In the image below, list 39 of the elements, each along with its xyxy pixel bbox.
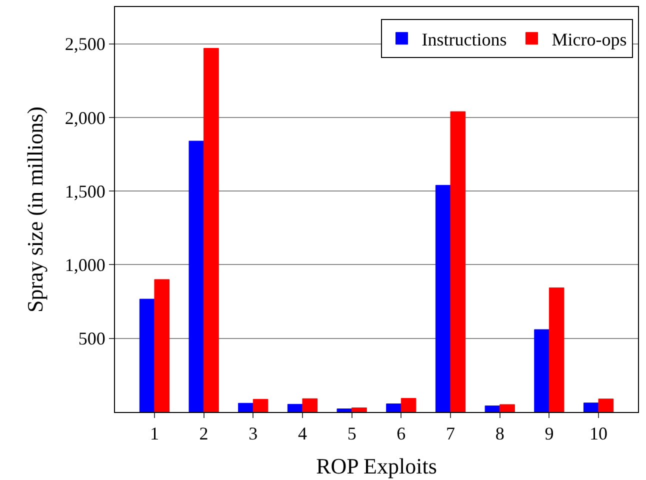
bar [435, 184, 451, 412]
legend-label: Instructions [422, 29, 507, 50]
legend-label: Micro-ops [552, 29, 627, 50]
x-tick-label: 10 [590, 424, 608, 444]
x-axis-title: ROP Exploits [316, 454, 437, 478]
bar [386, 404, 402, 412]
bar [302, 398, 318, 412]
x-tick-label: 2 [199, 424, 208, 444]
y-tick-label: 500 [78, 328, 106, 349]
bar [450, 111, 466, 412]
y-tick-label: 2,500 [64, 34, 106, 54]
bar [204, 48, 219, 412]
x-tick-label: 4 [298, 424, 307, 444]
bar [534, 329, 550, 412]
x-tick-label: 7 [446, 424, 456, 444]
bar [484, 406, 500, 412]
bar [352, 407, 367, 412]
y-axis-title: Spray size (in millions) [22, 106, 48, 312]
bar [139, 298, 155, 412]
x-tick-label: 3 [248, 424, 258, 444]
bar [583, 402, 599, 412]
bar [238, 402, 254, 412]
x-tick-label: 8 [495, 424, 504, 444]
bar [287, 404, 303, 412]
bar [598, 398, 614, 412]
x-tick-label: 1 [150, 424, 159, 444]
bar [188, 140, 204, 412]
y-tick-label: 1,000 [64, 255, 106, 276]
y-tick-label: 2,000 [64, 108, 106, 128]
bar [252, 398, 268, 412]
bar [154, 279, 170, 412]
bar [336, 408, 352, 412]
y-tick-label: 1,500 [64, 181, 106, 202]
x-tick-label: 9 [544, 424, 554, 444]
x-tick-label: 6 [396, 424, 406, 444]
x-tick-label: 5 [347, 424, 356, 444]
bar [400, 398, 416, 412]
bar [500, 404, 515, 412]
bar [548, 287, 564, 412]
